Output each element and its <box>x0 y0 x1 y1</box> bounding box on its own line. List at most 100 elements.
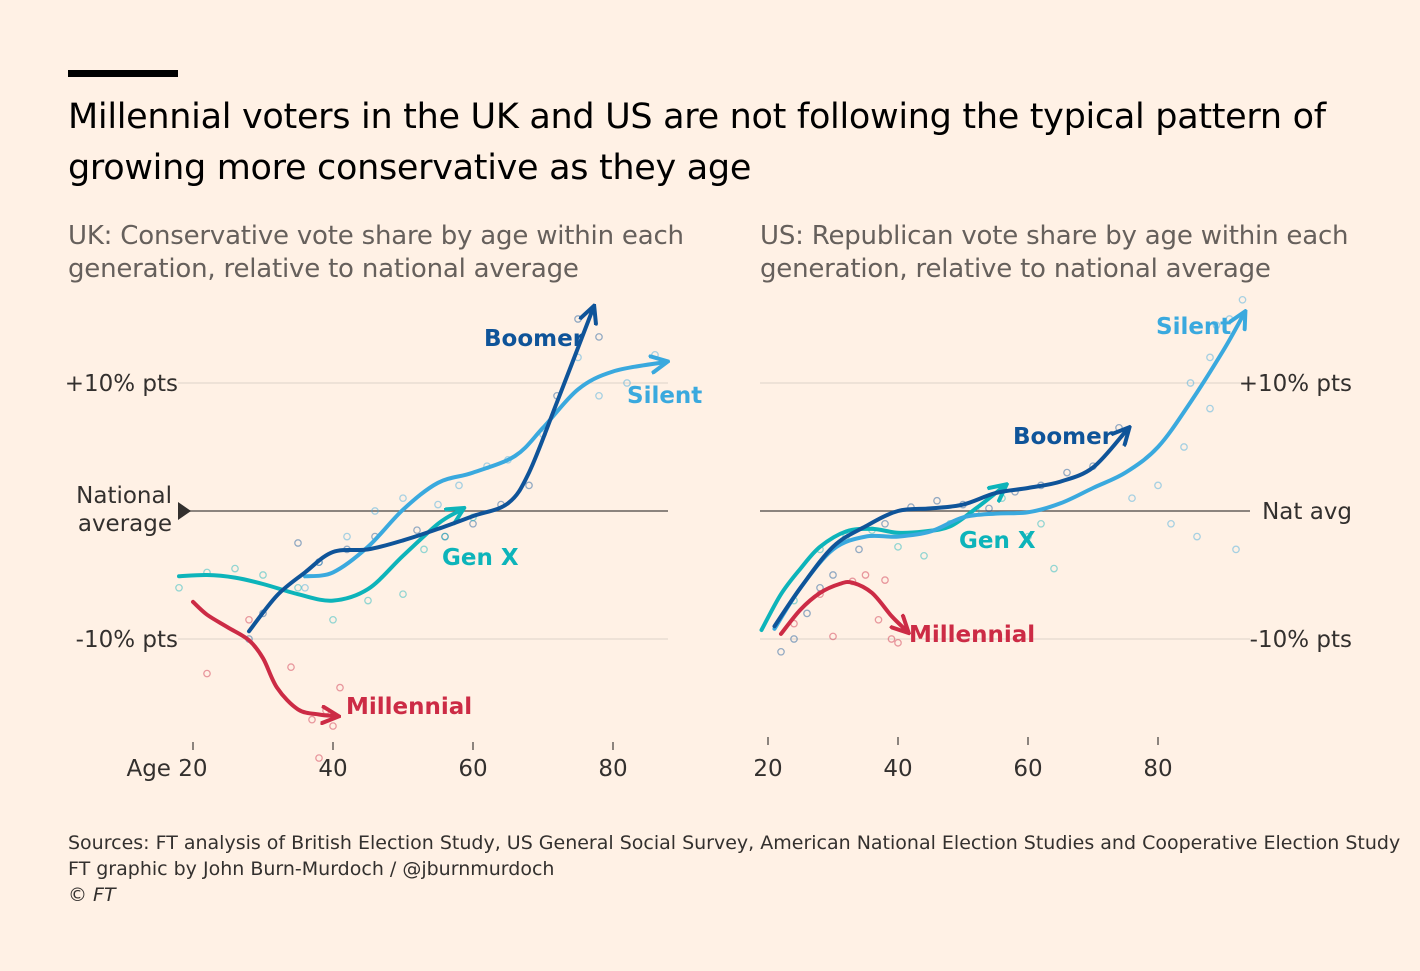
us-silent-scatter-point <box>1186 379 1195 387</box>
us-y-tick-label: Nat avg <box>1262 499 1352 525</box>
uk-millennial-scatter-point <box>203 669 211 678</box>
us-millennial-scatter-point <box>894 638 902 647</box>
us-silent-scatter-point <box>1154 481 1162 490</box>
uk-genx-scatter-point <box>420 545 428 554</box>
us-genx-scatter-point <box>920 551 928 560</box>
uk-millennial-scatter-point <box>315 754 323 762</box>
us-silent-scatter-point <box>1212 321 1221 330</box>
title-accent-bar <box>68 70 178 77</box>
uk-silent-scatter-point <box>301 583 309 592</box>
us-chart-subtitle: US: Republican vote share by age within … <box>760 221 1349 284</box>
sources-note: Sources: FT analysis of British Election… <box>68 832 1401 854</box>
us-millennial-scatter-point <box>861 571 870 579</box>
us-silent-series-label: Silent <box>1156 314 1231 340</box>
uk-x-tick-label: 80 <box>598 756 627 782</box>
uk-millennial-scatter-point <box>287 663 295 672</box>
uk-x-tick-label: Age 20 <box>126 756 207 782</box>
uk-millennial-scatter-point <box>336 683 344 692</box>
us-genx-scatter-point <box>1024 532 1032 541</box>
us-millennial-series-label: Millennial <box>909 622 1035 648</box>
us-silent-scatter-point <box>1232 545 1240 554</box>
us-genx-line <box>759 488 1003 632</box>
us-x-tick-label: 80 <box>1143 756 1172 782</box>
uk-y-tick-label: +10% pts <box>65 371 178 397</box>
uk-y-tick-label: -10% pts <box>76 627 178 653</box>
uk-millennial-scatter-point <box>245 615 253 624</box>
chart-title: Millennial voters in the UK and US are n… <box>68 97 1326 188</box>
uk-boomer-scatter-point <box>525 481 533 490</box>
us-boomer-scatter-point <box>803 609 811 618</box>
us-boomer-scatter-point <box>790 635 798 643</box>
uk-genx-scatter-point <box>294 583 302 592</box>
uk-boomer-line <box>247 311 592 634</box>
us-genx-scatter-point <box>998 494 1006 503</box>
uk-genx-scatter-point <box>259 571 267 579</box>
us-boomer-scatter-point <box>985 504 993 513</box>
uk-genx-scatter-point <box>364 596 372 605</box>
us-millennial-scatter-point <box>881 576 889 584</box>
uk-genx-scatter-point <box>231 564 239 573</box>
us-millennial-line <box>779 580 905 634</box>
footer: Sources: FT analysis of British Election… <box>68 830 1401 908</box>
us-y-tick-label: +10% pts <box>1239 371 1352 397</box>
us-silent-scatter-point <box>1180 443 1188 451</box>
uk-x-tick-label: 60 <box>458 756 487 782</box>
us-boomer-scatter-point <box>1115 423 1123 432</box>
uk-genx-scatter-point <box>399 590 407 599</box>
us-boomer-scatter-point <box>829 571 837 579</box>
us-silent-scatter-point <box>1193 532 1201 541</box>
us-silent-line <box>772 316 1243 631</box>
uk-boomer-scatter-point <box>413 526 421 535</box>
us-boomer-scatter-point <box>777 647 785 656</box>
us-genx-series-label: Gen X <box>959 528 1036 554</box>
uk-y-tick-label: National average <box>76 483 172 537</box>
uk-silent-scatter-point <box>371 507 379 515</box>
uk-millennial-line <box>191 599 333 716</box>
us-boomer-scatter-point <box>1063 468 1071 477</box>
us-silent-scatter-point <box>1128 494 1136 503</box>
uk-genx-series-label: Gen X <box>442 545 519 571</box>
us-millennial-scatter-point <box>829 632 837 641</box>
uk-boomer-scatter-point <box>441 532 449 541</box>
uk-boomer-scatter-point <box>294 539 302 547</box>
us-boomer-scatter-point <box>855 545 863 554</box>
uk-genx-line <box>177 511 459 603</box>
us-silent-scatter-point <box>1206 404 1214 413</box>
graphic-credit: FT graphic by John Burn-Murdoch / @jburn… <box>68 858 555 880</box>
us-boomer-scatter-point <box>881 519 889 528</box>
us-boomer-series-label: Boomer <box>1013 424 1114 450</box>
uk-millennial-series-label: Millennial <box>346 694 472 720</box>
uk-boomer-scatter-point <box>469 519 477 528</box>
us-x-tick-label: 20 <box>753 756 782 782</box>
us-y-tick-label: -10% pts <box>1250 627 1352 653</box>
us-silent-scatter-point <box>1238 295 1247 304</box>
copyright: © FT <box>68 884 116 906</box>
uk-silent-series-label: Silent <box>627 383 702 409</box>
us-genx-scatter-point <box>1037 519 1045 528</box>
uk-silent-scatter-point <box>455 481 463 490</box>
uk-silent-scatter-point <box>623 379 631 387</box>
us-millennial-scatter-point <box>874 615 883 624</box>
us-genx-scatter-point <box>894 542 902 551</box>
uk-silent-line <box>303 363 662 579</box>
us-silent-scatter-point <box>1167 519 1175 528</box>
us-genx-scatter-point <box>1050 564 1058 573</box>
us-silent-scatter-point <box>1206 353 1214 362</box>
uk-silent-scatter-point <box>343 532 351 541</box>
uk-genx-scatter-point <box>329 615 337 624</box>
us-boomer-line <box>772 432 1126 629</box>
uk-national-average-pointer <box>178 502 191 520</box>
uk-boomer-series-label: Boomer <box>484 326 585 352</box>
uk-silent-scatter-point <box>399 494 407 503</box>
uk-genx-scatter-point <box>175 583 183 592</box>
uk-boomer-scatter-point <box>595 333 603 341</box>
us-x-tick-label: 40 <box>883 756 912 782</box>
us-boomer-scatter-point <box>933 496 941 505</box>
uk-genx-scatter-point <box>441 532 449 541</box>
uk-silent-scatter-point <box>434 500 442 509</box>
uk-millennial-scatter-point <box>308 715 316 724</box>
uk-x-tick-label: 40 <box>318 756 347 782</box>
uk-chart-subtitle: UK: Conservative vote share by age withi… <box>68 221 684 284</box>
uk-silent-scatter-point <box>595 391 603 400</box>
